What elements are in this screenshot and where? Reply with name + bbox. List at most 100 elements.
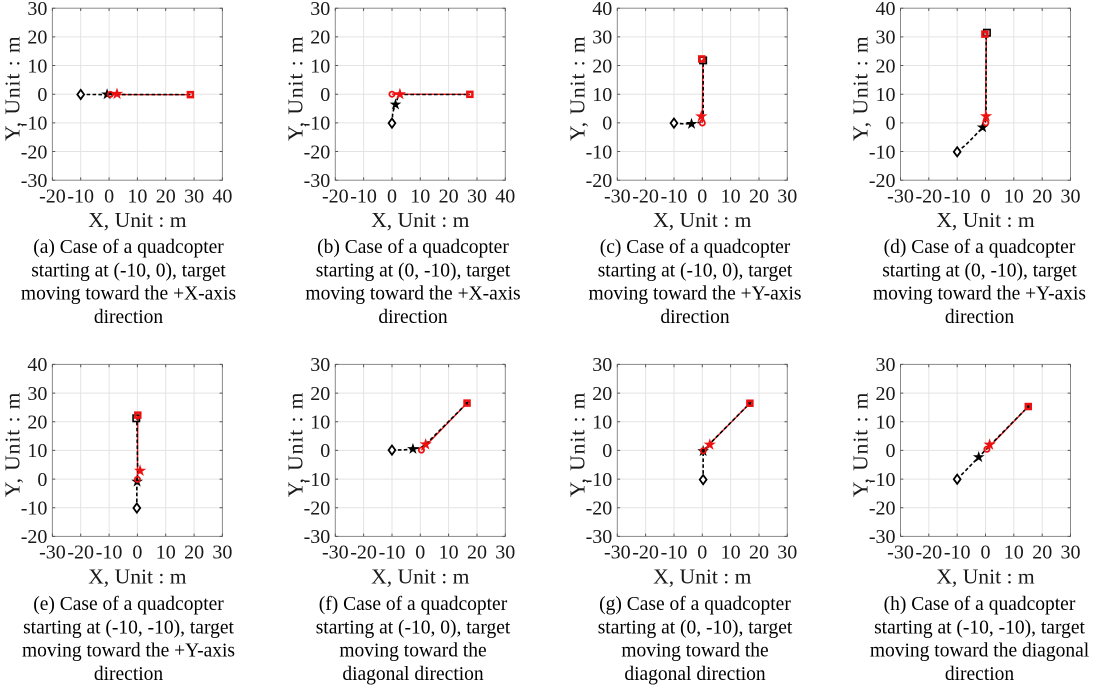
svg-text:20: 20: [876, 55, 896, 77]
svg-text:0: 0: [697, 185, 707, 207]
svg-text:20: 20: [184, 542, 204, 564]
svg-text:30: 30: [212, 542, 232, 564]
svg-text:0: 0: [37, 84, 47, 106]
svg-text:-10: -10: [661, 542, 688, 564]
svg-text:(d) Case of a quadcopter: (d) Case of a quadcopter: [884, 237, 1076, 258]
svg-text:starting at (-10, -10), target: starting at (-10, -10), target: [23, 617, 234, 638]
svg-text:starting at (0, -10), target: starting at (0, -10), target: [882, 260, 1077, 281]
svg-text:X, Unit : m: X, Unit : m: [936, 564, 1035, 588]
svg-text:20: 20: [27, 27, 47, 49]
svg-text:10: 10: [592, 84, 612, 106]
svg-text:-10: -10: [944, 185, 971, 207]
svg-text:Y, Unit : m: Y, Unit : m: [283, 392, 307, 498]
svg-text:(e) Case of a quadcopter: (e) Case of a quadcopter: [33, 594, 224, 615]
svg-text:40: 40: [876, 0, 896, 20]
svg-text:20: 20: [749, 185, 769, 207]
svg-text:0: 0: [320, 84, 330, 106]
svg-text:-20: -20: [67, 542, 94, 564]
svg-text:direction: direction: [660, 307, 730, 328]
svg-text:0: 0: [602, 440, 612, 462]
svg-text:diagonal direction: diagonal direction: [342, 664, 484, 685]
svg-text:-30: -30: [586, 526, 613, 548]
svg-text:(a) Case of a quadcopter: (a) Case of a quadcopter: [33, 237, 224, 258]
svg-text:-10: -10: [304, 469, 331, 491]
svg-text:30: 30: [184, 185, 204, 207]
svg-text:-30: -30: [322, 542, 349, 564]
svg-text:0: 0: [104, 185, 114, 207]
svg-text:40: 40: [27, 354, 47, 376]
svg-text:-20: -20: [632, 542, 659, 564]
svg-text:-20: -20: [586, 170, 613, 192]
svg-text:-30: -30: [39, 542, 66, 564]
svg-text:10: 10: [156, 542, 176, 564]
svg-text:30: 30: [592, 354, 612, 376]
svg-text:direction: direction: [945, 664, 1015, 685]
svg-text:0: 0: [602, 113, 612, 135]
svg-text:30: 30: [310, 354, 330, 376]
svg-text:-10: -10: [304, 113, 331, 135]
svg-text:-10: -10: [21, 498, 48, 520]
svg-text:X, Unit : m: X, Unit : m: [371, 208, 470, 232]
svg-text:moving toward the +Y-axis: moving toward the +Y-axis: [22, 641, 235, 662]
svg-text:diagonal direction: diagonal direction: [624, 664, 766, 685]
svg-text:0: 0: [415, 542, 425, 564]
svg-text:0: 0: [132, 542, 142, 564]
svg-text:(b) Case of a quadcopter: (b) Case of a quadcopter: [317, 237, 509, 258]
svg-text:starting at (0, -10), target: starting at (0, -10), target: [316, 260, 511, 281]
svg-text:0: 0: [981, 542, 991, 564]
svg-text:20: 20: [467, 542, 487, 564]
svg-text:-30: -30: [604, 542, 631, 564]
svg-text:20: 20: [310, 27, 330, 49]
svg-text:starting at (0, -10), target: starting at (0, -10), target: [598, 617, 793, 638]
svg-text:0: 0: [697, 542, 707, 564]
svg-text:-20: -20: [304, 141, 331, 163]
svg-text:10: 10: [721, 185, 741, 207]
svg-text:10: 10: [1004, 185, 1024, 207]
svg-text:direction: direction: [945, 307, 1015, 328]
svg-text:20: 20: [156, 185, 176, 207]
svg-text:starting at (-10, -10), target: starting at (-10, -10), target: [874, 617, 1085, 638]
svg-text:(g) Case of a quadcopter: (g) Case of a quadcopter: [599, 594, 791, 615]
svg-text:-10: -10: [379, 542, 406, 564]
svg-text:20: 20: [439, 185, 459, 207]
svg-text:20: 20: [1032, 185, 1052, 207]
svg-text:0: 0: [320, 440, 330, 462]
svg-text:40: 40: [495, 185, 515, 207]
svg-text:0: 0: [886, 113, 896, 135]
svg-text:-10: -10: [21, 113, 48, 135]
svg-text:starting at (-10, 0), target: starting at (-10, 0), target: [316, 617, 511, 638]
svg-text:30: 30: [467, 185, 487, 207]
svg-text:X, Unit : m: X, Unit : m: [653, 564, 752, 588]
svg-text:-30: -30: [869, 526, 896, 548]
svg-text:30: 30: [310, 0, 330, 20]
svg-text:-20: -20: [322, 185, 349, 207]
svg-text:20: 20: [310, 383, 330, 405]
svg-text:-20: -20: [21, 141, 48, 163]
svg-text:10: 10: [876, 412, 896, 434]
svg-text:(c) Case of a quadcopter: (c) Case of a quadcopter: [600, 237, 791, 258]
svg-text:-10: -10: [350, 185, 377, 207]
svg-text:30: 30: [27, 383, 47, 405]
svg-text:0: 0: [37, 469, 47, 491]
svg-text:0: 0: [387, 185, 397, 207]
svg-text:10: 10: [127, 185, 147, 207]
svg-text:Y, Unit : m: Y, Unit : m: [565, 392, 589, 498]
svg-text:-20: -20: [869, 170, 896, 192]
svg-text:Y, Unit : m: Y, Unit : m: [0, 35, 24, 141]
svg-text:(f) Case of a quadcopter: (f) Case of a quadcopter: [319, 594, 508, 615]
svg-text:-10: -10: [869, 469, 896, 491]
svg-text:-20: -20: [915, 542, 942, 564]
svg-text:-20: -20: [21, 526, 48, 548]
svg-text:10: 10: [310, 412, 330, 434]
svg-text:Y, Unit : m: Y, Unit : m: [0, 392, 24, 498]
svg-text:-10: -10: [96, 542, 123, 564]
svg-text:(h) Case of a quadcopter: (h) Case of a quadcopter: [884, 594, 1076, 615]
svg-text:10: 10: [721, 542, 741, 564]
svg-text:40: 40: [592, 0, 612, 20]
svg-text:direction: direction: [94, 307, 164, 328]
svg-text:direction: direction: [94, 664, 164, 685]
svg-text:-30: -30: [604, 185, 631, 207]
svg-text:X, Unit : m: X, Unit : m: [653, 208, 752, 232]
svg-text:moving toward the +X-axis: moving toward the +X-axis: [305, 284, 520, 305]
svg-text:Y, Unit : m: Y, Unit : m: [565, 35, 589, 141]
